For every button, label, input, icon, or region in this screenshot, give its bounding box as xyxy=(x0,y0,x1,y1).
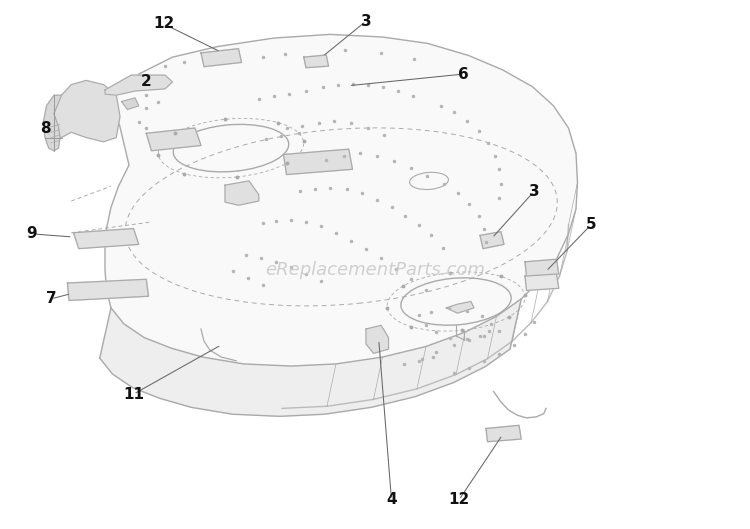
Text: 5: 5 xyxy=(586,217,596,232)
Polygon shape xyxy=(122,98,139,110)
Polygon shape xyxy=(480,232,504,249)
Polygon shape xyxy=(304,55,328,68)
Polygon shape xyxy=(44,95,62,151)
Text: 8: 8 xyxy=(40,121,50,135)
Text: 7: 7 xyxy=(46,291,56,306)
Text: 11: 11 xyxy=(123,387,144,402)
Text: 12: 12 xyxy=(448,492,470,507)
Polygon shape xyxy=(284,149,352,175)
Polygon shape xyxy=(68,279,148,300)
Polygon shape xyxy=(146,128,201,151)
Polygon shape xyxy=(74,229,139,249)
Text: eReplacementParts.com: eReplacementParts.com xyxy=(265,261,485,279)
Polygon shape xyxy=(525,259,559,276)
Text: 12: 12 xyxy=(153,16,174,31)
Polygon shape xyxy=(366,325,388,353)
Text: 4: 4 xyxy=(386,492,397,507)
Polygon shape xyxy=(525,274,559,290)
Text: 6: 6 xyxy=(458,67,469,81)
Polygon shape xyxy=(51,80,120,142)
Text: 2: 2 xyxy=(141,75,152,89)
Polygon shape xyxy=(201,49,242,67)
Polygon shape xyxy=(100,299,521,416)
Polygon shape xyxy=(105,75,172,95)
Text: 3: 3 xyxy=(361,14,371,29)
Text: 3: 3 xyxy=(529,184,539,199)
Polygon shape xyxy=(486,425,521,442)
Text: 9: 9 xyxy=(26,226,37,241)
Polygon shape xyxy=(446,302,474,313)
Polygon shape xyxy=(105,34,578,366)
Polygon shape xyxy=(225,181,259,205)
